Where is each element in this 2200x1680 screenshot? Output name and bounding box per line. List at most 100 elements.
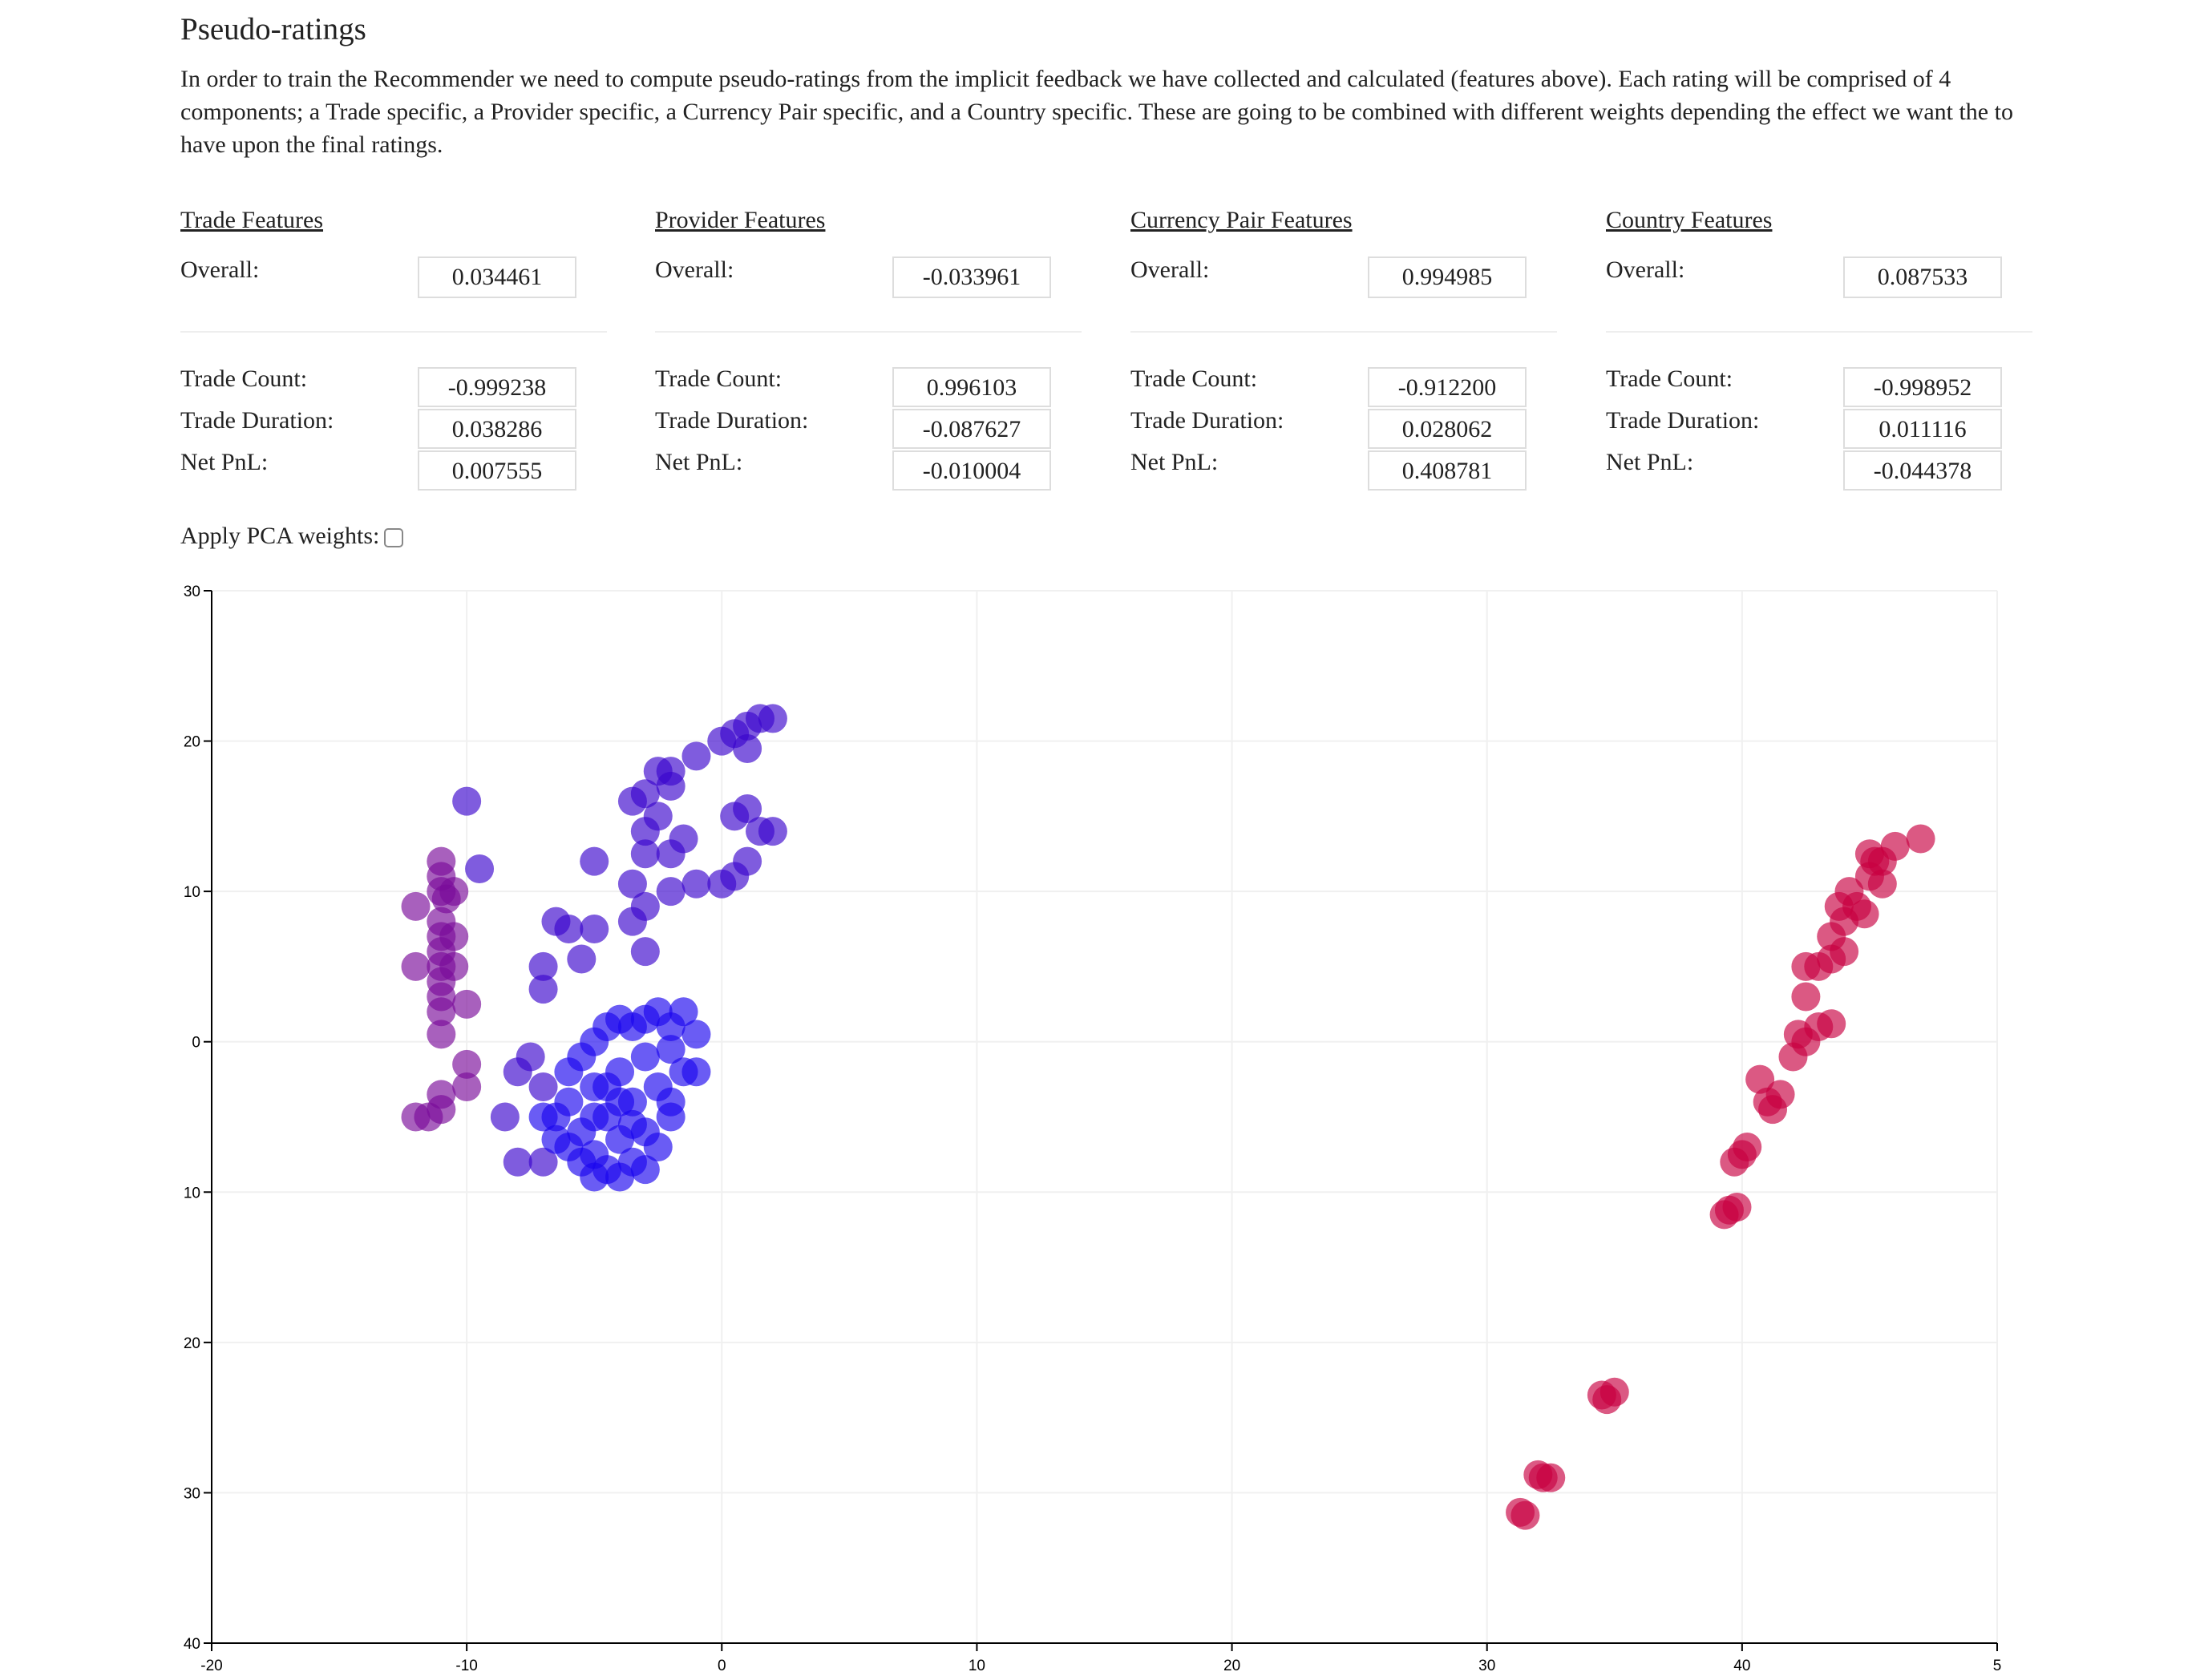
point bbox=[617, 1109, 647, 1139]
separator bbox=[1606, 331, 2032, 333]
group-title: Currency Pair Features bbox=[1130, 207, 1353, 233]
page-title: Pseudo-ratings bbox=[180, 12, 366, 46]
point bbox=[1727, 1140, 1757, 1169]
x-tick-label: 30 bbox=[1478, 1658, 1495, 1674]
point bbox=[707, 869, 737, 899]
point bbox=[630, 891, 660, 921]
overall-label: Overall: bbox=[655, 256, 734, 283]
feature-input[interactable]: -0.087627 bbox=[892, 409, 1051, 449]
point bbox=[630, 839, 660, 869]
overall-label: Overall: bbox=[1130, 256, 1210, 283]
point bbox=[733, 794, 762, 823]
y-tick-label: 0 bbox=[192, 1035, 200, 1052]
point bbox=[758, 817, 787, 846]
point bbox=[528, 951, 558, 981]
point bbox=[580, 846, 609, 876]
point bbox=[1867, 869, 1897, 899]
point bbox=[452, 786, 482, 816]
feature-input[interactable]: 0.007555 bbox=[418, 450, 576, 491]
point bbox=[605, 1162, 635, 1192]
feature-label: Trade Count: bbox=[655, 365, 783, 392]
point bbox=[1850, 899, 1879, 929]
point bbox=[580, 915, 609, 944]
point bbox=[643, 1133, 673, 1162]
point bbox=[630, 779, 660, 809]
x-tick-label: -10 bbox=[455, 1658, 477, 1674]
y-tick-label: 20 bbox=[184, 1335, 200, 1352]
point bbox=[528, 1147, 558, 1177]
feature-label: Net PnL: bbox=[1130, 449, 1219, 475]
point bbox=[401, 891, 431, 921]
feature-input[interactable]: 0.038286 bbox=[418, 409, 576, 449]
feature-input[interactable]: -0.010004 bbox=[892, 450, 1051, 491]
point bbox=[452, 1049, 482, 1079]
group-title: Country Features bbox=[1606, 207, 1773, 233]
point bbox=[605, 1087, 635, 1117]
feature-label: Trade Count: bbox=[1606, 365, 1733, 392]
point bbox=[1824, 891, 1854, 921]
point bbox=[681, 1057, 711, 1087]
point bbox=[1714, 1195, 1744, 1225]
overall-input[interactable]: 0.087533 bbox=[1843, 256, 2002, 298]
point bbox=[541, 1125, 571, 1154]
feature-input[interactable]: -0.912200 bbox=[1368, 367, 1527, 407]
overall-input[interactable]: 0.034461 bbox=[418, 256, 576, 298]
point bbox=[630, 937, 660, 967]
feature-input[interactable]: -0.998952 bbox=[1843, 367, 2002, 407]
point bbox=[427, 1020, 456, 1049]
point bbox=[528, 1102, 558, 1132]
x-tick-label: 40 bbox=[1733, 1658, 1750, 1674]
overall-input[interactable]: 0.994985 bbox=[1368, 256, 1527, 298]
feature-label: Trade Count: bbox=[180, 365, 308, 392]
point bbox=[630, 1042, 660, 1072]
point bbox=[528, 1072, 558, 1101]
feature-input[interactable]: 0.011116 bbox=[1843, 409, 2002, 449]
separator bbox=[180, 331, 607, 333]
overall-label: Overall: bbox=[180, 256, 260, 283]
point bbox=[656, 839, 685, 869]
group-title: Trade Features bbox=[180, 207, 324, 233]
point bbox=[643, 802, 673, 831]
point bbox=[669, 997, 698, 1027]
feature-input[interactable]: 0.408781 bbox=[1368, 450, 1527, 491]
point bbox=[758, 704, 787, 733]
feature-input[interactable]: 0.028062 bbox=[1368, 409, 1527, 449]
y-tick-label: 30 bbox=[184, 584, 200, 600]
point bbox=[427, 982, 456, 1012]
point bbox=[643, 757, 673, 786]
point bbox=[1860, 846, 1890, 876]
feature-input[interactable]: -0.044378 bbox=[1843, 450, 2002, 491]
point bbox=[439, 951, 469, 981]
point bbox=[681, 869, 711, 899]
point bbox=[656, 877, 685, 907]
point bbox=[656, 1087, 685, 1117]
overall-input[interactable]: -0.033961 bbox=[892, 256, 1051, 298]
feature-label: Trade Duration: bbox=[655, 407, 809, 434]
feature-input[interactable]: 0.996103 bbox=[892, 367, 1051, 407]
feature-label: Net PnL: bbox=[655, 449, 743, 475]
y-tick-label: 30 bbox=[184, 1485, 200, 1502]
point bbox=[414, 1102, 443, 1132]
point bbox=[733, 733, 762, 763]
point bbox=[681, 741, 711, 771]
checkbox[interactable] bbox=[384, 528, 404, 548]
y-tick-label: 10 bbox=[184, 884, 200, 901]
point bbox=[1745, 1064, 1775, 1094]
feature-input[interactable]: -0.999238 bbox=[418, 367, 576, 407]
point bbox=[439, 922, 469, 951]
point bbox=[567, 944, 597, 974]
x-tick-label: 10 bbox=[969, 1658, 985, 1674]
point bbox=[528, 975, 558, 1004]
y-tick-label: 40 bbox=[184, 1636, 200, 1653]
feature-label: Trade Count: bbox=[1130, 365, 1258, 392]
point bbox=[1506, 1497, 1535, 1527]
separator bbox=[655, 331, 1082, 333]
group-title: Provider Features bbox=[655, 207, 826, 233]
point bbox=[401, 951, 431, 981]
point bbox=[1817, 1009, 1846, 1039]
point bbox=[452, 1072, 482, 1101]
point bbox=[427, 846, 456, 876]
feature-label: Net PnL: bbox=[1606, 449, 1694, 475]
description: In order to train the Recommender we nee… bbox=[180, 66, 2013, 158]
